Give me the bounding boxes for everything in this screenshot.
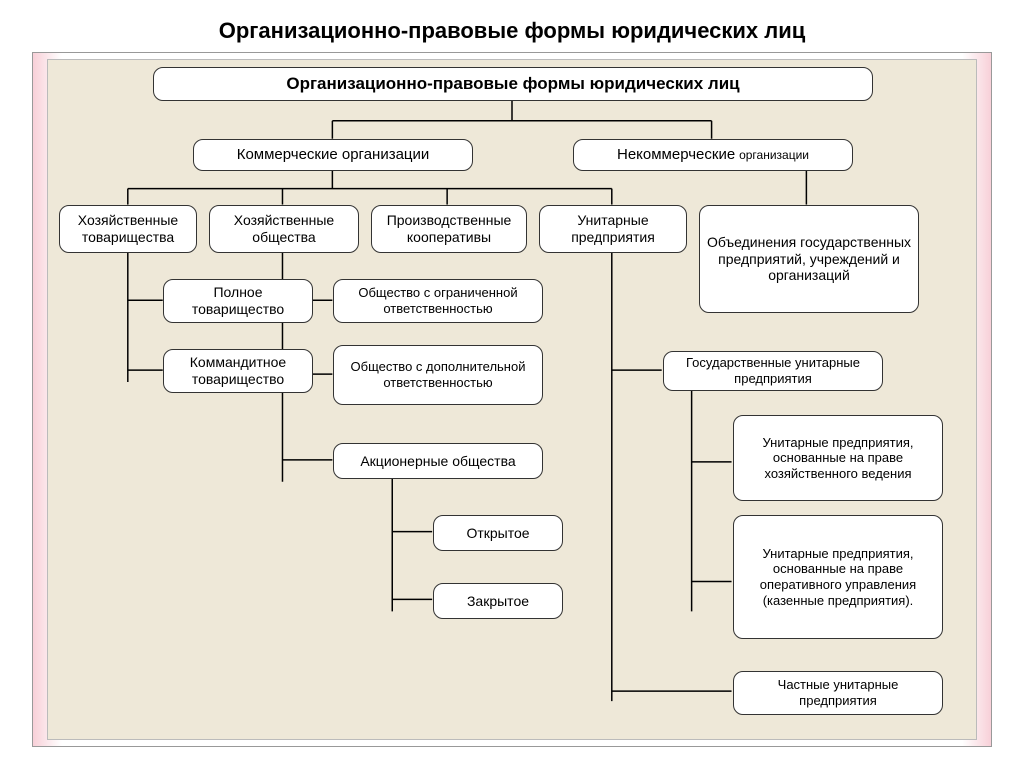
node-unit-hoz: Унитарные предприятия, основанные на пра… <box>733 415 943 501</box>
node-open: Открытое <box>433 515 563 551</box>
node-chast: Частные унитарные предприятия <box>733 671 943 715</box>
noncomm-big: Некоммерческие <box>617 146 735 163</box>
node-noncommercial: Некоммерческие организации <box>573 139 853 171</box>
node-unit-oper: Унитарные предприятия, основанные на пра… <box>733 515 943 639</box>
node-obed: Объединения государственных предприятий,… <box>699 205 919 313</box>
node-gos-unit: Государственные унитарные предприятия <box>663 351 883 391</box>
node-hoz-obsh: Хозяйственные общества <box>209 205 359 253</box>
node-kommandit: Коммандитное товарищество <box>163 349 313 393</box>
node-odo: Общество с дополнительной ответственност… <box>333 345 543 405</box>
node-polnoe: Полное товарищество <box>163 279 313 323</box>
noncomm-small: организации <box>739 148 809 162</box>
node-ooo: Общество с ограниченной ответственностью <box>333 279 543 323</box>
node-commercial: Коммерческие организации <box>193 139 473 171</box>
node-root: Организационно-правовые формы юридически… <box>153 67 873 101</box>
node-unitar: Унитарные предприятия <box>539 205 687 253</box>
node-proizv: Производственные кооперативы <box>371 205 527 253</box>
node-hoz-tov: Хозяйственные товарищества <box>59 205 197 253</box>
node-ao: Акционерные общества <box>333 443 543 479</box>
diagram-frame: Организационно-правовые формы юридически… <box>32 52 992 747</box>
page-title: Организационно-правовые формы юридически… <box>0 0 1024 52</box>
node-closed: Закрытое <box>433 583 563 619</box>
